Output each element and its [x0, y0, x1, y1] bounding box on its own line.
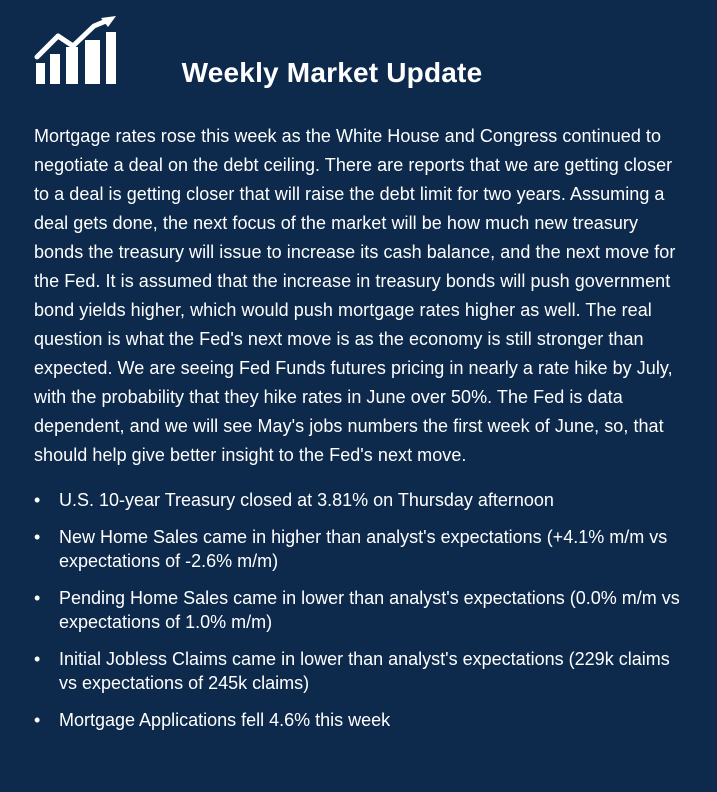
bullet-dot: • [34, 588, 41, 608]
list-item: • Mortgage Applications fell 4.6% this w… [34, 708, 686, 732]
page-title: Weekly Market Update [181, 57, 483, 88]
list-item: • Initial Jobless Claims came in lower t… [34, 647, 686, 695]
list-item-text: Initial Jobless Claims came in lower tha… [59, 649, 670, 693]
bullet-dot: • [34, 527, 41, 547]
list-item-text: Mortgage Applications fell 4.6% this wee… [59, 710, 391, 730]
market-highlights-list: • U.S. 10-year Treasury closed at 3.81% … [34, 488, 686, 732]
bullet-dot: • [34, 710, 41, 730]
list-item-text: New Home Sales came in higher than analy… [59, 527, 668, 571]
market-summary-paragraph: Mortgage rates rose this week as the Whi… [34, 126, 676, 465]
bullet-dot: • [34, 649, 41, 669]
list-item-text: U.S. 10-year Treasury closed at 3.81% on… [59, 490, 554, 510]
bullet-dot: • [34, 490, 41, 510]
list-item: • U.S. 10-year Treasury closed at 3.81% … [34, 488, 686, 512]
list-item: • New Home Sales came in higher than ana… [34, 525, 686, 573]
rising-chart-icon [34, 16, 116, 84]
list-item-text: Pending Home Sales came in lower than an… [59, 588, 680, 632]
header: Weekly Market Update [0, 0, 717, 112]
list-item: • Pending Home Sales came in lower than … [34, 586, 686, 634]
market-update-content: Mortgage rates rose this week as the Whi… [34, 122, 686, 745]
